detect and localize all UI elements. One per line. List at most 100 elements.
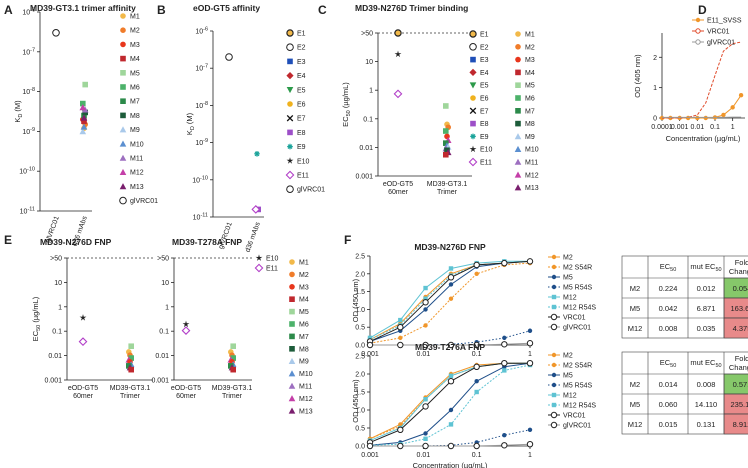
panel-C-m-legend-marker-M12 [514, 171, 522, 178]
panel-E-m-legend-marker-M7 [289, 333, 295, 340]
panel-A-legend-marker-M10 [119, 140, 127, 147]
panel-E1-point-M4 [128, 366, 134, 373]
panel-F1-table-cell: 0.224 [659, 284, 678, 293]
panel-A-label: A [4, 3, 13, 17]
panel-F1-table-cell: 0.054 [733, 284, 748, 293]
panel-F1-table-cell: 0.042 [659, 304, 678, 313]
panel-F1-legend-marker-M12 [551, 294, 557, 300]
panel-E-m-legend-label-M12: M12 [299, 396, 313, 403]
panel-A-point-M12 [79, 104, 87, 111]
panel-B-legend-marker-E11 [285, 170, 295, 180]
panel-C-ytick-label: >50 [361, 31, 373, 38]
panel-F1-table-header-2: Change [729, 267, 748, 276]
panel-F1-legend-label-M5-R54S: M5 R54S [563, 285, 593, 292]
panel-F1-xtick-label: 0.1 [472, 351, 482, 358]
panel-F2-xtick-label: 0.001 [361, 452, 379, 459]
panel-A-legend-marker-M5 [120, 70, 126, 76]
panel-A-point-M4 [81, 118, 87, 125]
panel-B-legend-label-E5: E5 [297, 87, 306, 94]
panel-C-m-legend-marker-M1 [515, 31, 521, 37]
panel-B-legend-marker-glVRC01 [286, 185, 294, 193]
panel-E2-category-label-2: Trimer [222, 393, 243, 400]
panel-B-ylabel: KD (M) [185, 112, 196, 135]
panel-A-ytick-label: 10-8 [22, 87, 35, 96]
panel-A-point-M13 [80, 114, 88, 121]
panel-F1-point-M2-S54R [423, 323, 428, 328]
panel-F1-table-cell: M12 [628, 324, 643, 333]
panel-F1-xtick-label: 1 [528, 351, 532, 358]
panel-A-legend-label-M3: M3 [130, 42, 140, 49]
panel-F2-ytick-label: 2.0 [355, 372, 365, 379]
panel-E-e-legend-label-E10: E10 [266, 256, 279, 263]
panel-C-m-legend-label-M7: M7 [525, 108, 535, 115]
panel-D-point-E11_SVSS [703, 115, 708, 121]
panel-F1-table-cell: M5 [630, 304, 640, 313]
panel-F1-point-M12-R54S [423, 296, 428, 301]
panel-C-title: MD39-N276D Trimer binding [355, 3, 468, 13]
panel-C-m-legend-marker-M4 [515, 69, 521, 76]
panel-E-m-legend-marker-M4 [289, 296, 295, 302]
panel-F2-table-cell: 0.008 [697, 380, 716, 389]
panel-B-legend-label-E2: E2 [297, 45, 306, 52]
panel-B-ytick-label: 10-6 [195, 27, 208, 36]
panel-C-m-legend-label-M6: M6 [525, 96, 535, 103]
panel-B-legend-marker-E6 [287, 101, 293, 107]
panel-F2-table-header-2: Change [729, 363, 748, 372]
panel-F2-point-M12 [448, 373, 454, 378]
panel-E2-ytick-label: >50 [157, 256, 169, 263]
panel-C-e-legend-label-E9: E9 [480, 134, 489, 141]
panel-C-m-legend-marker-M2 [515, 44, 521, 50]
panel-F2-table-cell: 0.014 [659, 380, 678, 389]
panel-C-e-legend-marker-E6 [470, 95, 476, 101]
panel-C-m-legend-label-M8: M8 [525, 121, 535, 128]
panel-C-e-legend-label-E4: E4 [480, 70, 489, 77]
panel-F2-table-header: Fold [735, 354, 748, 363]
panel-E1-title: MD39-N276D FNP [40, 237, 112, 247]
panel-E1-category-label-2: 60mer [73, 393, 94, 400]
panel-E1-ylabel: EC50 (µg/mL) [31, 296, 42, 341]
panel-A-legend-marker-M6 [120, 84, 126, 90]
panel-F1-point-glVRC01 [422, 341, 429, 349]
panel-F1-point-VRC01 [447, 274, 455, 281]
panel-E-m-legend-label-M11: M11 [299, 384, 312, 391]
panel-F2-point-M5-R54S [502, 433, 507, 438]
panel-F1-point-M12 [423, 285, 428, 291]
panel-F2-ytick-label: 0.5 [355, 426, 365, 433]
panel-E-m-legend-marker-M9 [288, 357, 296, 364]
panel-C-e-legend-marker-E11 [468, 157, 478, 167]
panel-B-legend-label-E10: E10 [297, 158, 310, 165]
panel-A-legend-label-M5: M5 [130, 70, 140, 77]
panel-F1-point-M5-R54S [502, 335, 507, 341]
panel-F1-point-VRC01 [501, 259, 508, 267]
panel-F1-legend-label-M12-R54S: M12 R54S [563, 305, 596, 312]
panel-F1-legend-marker-M2-S54R [551, 264, 557, 270]
panel-F2-legend-marker-M12-R54S [551, 402, 557, 408]
panel-C-e-legend-marker-E9 [470, 133, 476, 140]
panel-D-xtick-label: 0.1 [710, 124, 720, 131]
panel-C-e-legend-label-E10: E10 [480, 147, 493, 154]
panel-E2-point-E10 [182, 320, 190, 328]
panel-F2-point-glVRC01 [397, 442, 404, 450]
panel-E2-point-M7 [228, 363, 234, 369]
panel-F1-table-header: EC50 [660, 262, 677, 273]
panel-C-m-legend-marker-M3 [515, 56, 521, 63]
panel-C-m-legend-label-M5: M5 [525, 83, 535, 90]
panel-C-category-label: MD39-GT3.1 [427, 181, 468, 188]
panel-F1-table-header: Fold [735, 258, 748, 267]
panel-F2-point-glVRC01 [422, 442, 429, 450]
panel-A-legend-marker-M9 [119, 126, 127, 133]
panel-C-m-legend-marker-M5 [515, 82, 521, 88]
panel-E2-point-M5 [230, 343, 236, 350]
panel-F1-ytick-label: 2.0 [355, 271, 365, 278]
panel-C-m-legend-label-M4: M4 [525, 70, 535, 77]
panel-F2-title: MD39-T276A FNP [415, 342, 485, 352]
panel-A-legend-marker-M13 [119, 183, 127, 190]
panel-F2-point-M5-R54S [527, 427, 533, 432]
panel-B-legend-label-E7: E7 [297, 116, 306, 123]
panel-A-legend-label-M8: M8 [130, 113, 140, 120]
panel-C-e-legend-marker-E3 [470, 56, 476, 63]
panel-E1-ytick-label: 10 [54, 280, 62, 287]
panel-A-point-glVRC01 [52, 29, 60, 37]
panel-C-ytick-label: 0.001 [355, 174, 373, 181]
panel-A-legend-marker-M12 [119, 168, 127, 175]
